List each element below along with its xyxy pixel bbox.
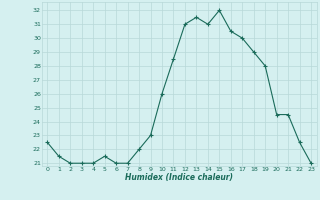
X-axis label: Humidex (Indice chaleur): Humidex (Indice chaleur) — [125, 173, 233, 182]
